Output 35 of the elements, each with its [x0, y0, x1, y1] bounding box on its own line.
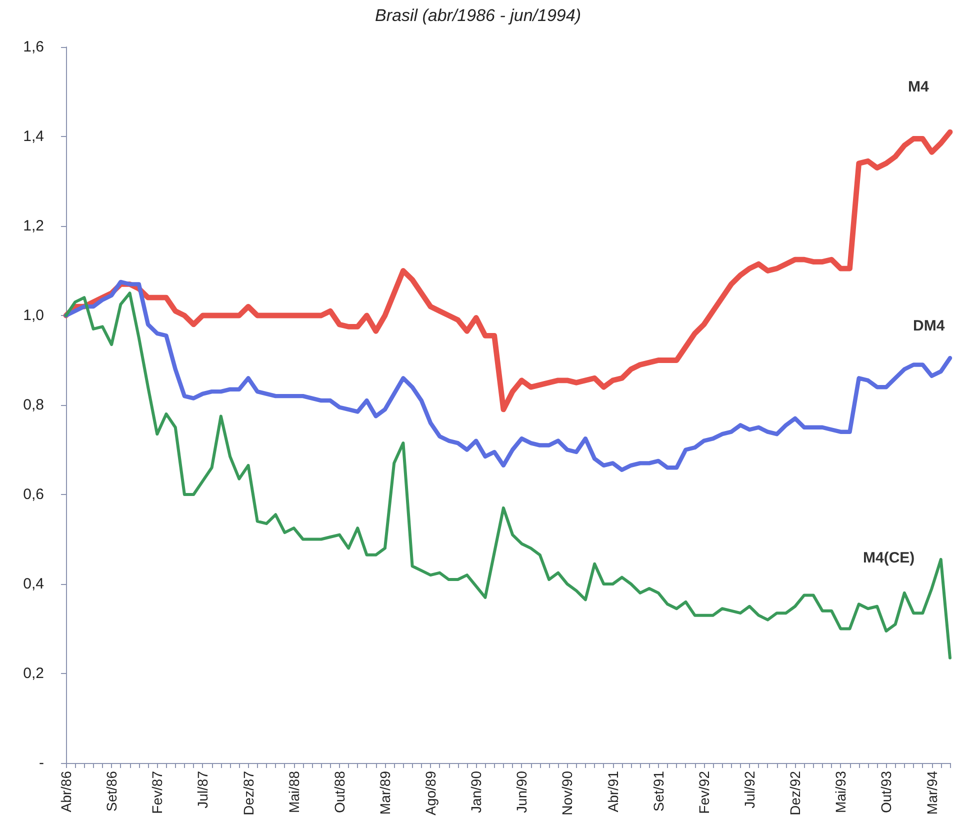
x-tick-label: Mar/89 — [376, 770, 393, 815]
x-tick-label: Set/91 — [650, 770, 666, 812]
y-tick-label: 1,6 — [23, 38, 44, 56]
x-tick-label: Mai/88 — [286, 770, 302, 814]
y-tick-label: 1,4 — [23, 128, 44, 145]
x-tick-label: Dez/87 — [240, 770, 256, 816]
x-tick-label: Jul/87 — [194, 770, 211, 808]
x-tick-label: Dez/92 — [787, 770, 804, 816]
x-tick-label: Jul/92 — [742, 770, 758, 808]
line-series — [64, 292, 952, 660]
chart-title: Brasil (abr/1986 - jun/1994) — [374, 6, 582, 25]
line-series — [64, 280, 952, 472]
x-tick-label: Fev/92 — [696, 770, 712, 814]
series-label: M4(CE) — [863, 549, 915, 566]
y-tick-label: 0,6 — [23, 486, 44, 503]
x-tick-label: Out/88 — [331, 770, 348, 814]
y-tick-label: 1,0 — [23, 307, 44, 324]
x-tick-label: Abr/86 — [58, 770, 74, 812]
x-tick-label: Abr/91 — [604, 770, 621, 812]
x-tick-label: Out/93 — [878, 770, 894, 814]
x-tick-label: Mar/94 — [924, 770, 940, 815]
y-tick-label: 0,2 — [23, 665, 44, 682]
x-tick-label: Mai/93 — [832, 770, 849, 814]
y-tick-label: 0,8 — [23, 396, 44, 414]
x-tick-label: Jan/90 — [468, 770, 484, 814]
y-tick-label: - — [39, 754, 44, 772]
x-tick-label: Nov/90 — [559, 770, 576, 816]
x-tick-label: Fev/87 — [149, 770, 166, 814]
y-tick-label: 1,2 — [23, 218, 44, 234]
x-tick-label: Jun/90 — [514, 770, 530, 814]
y-tick-label: 0,4 — [23, 576, 44, 592]
x-tick-label: Ago/89 — [422, 770, 439, 816]
x-tick-label: Set/86 — [104, 770, 120, 812]
text: M4 — [908, 78, 930, 96]
series-label: DM4 — [913, 318, 946, 335]
